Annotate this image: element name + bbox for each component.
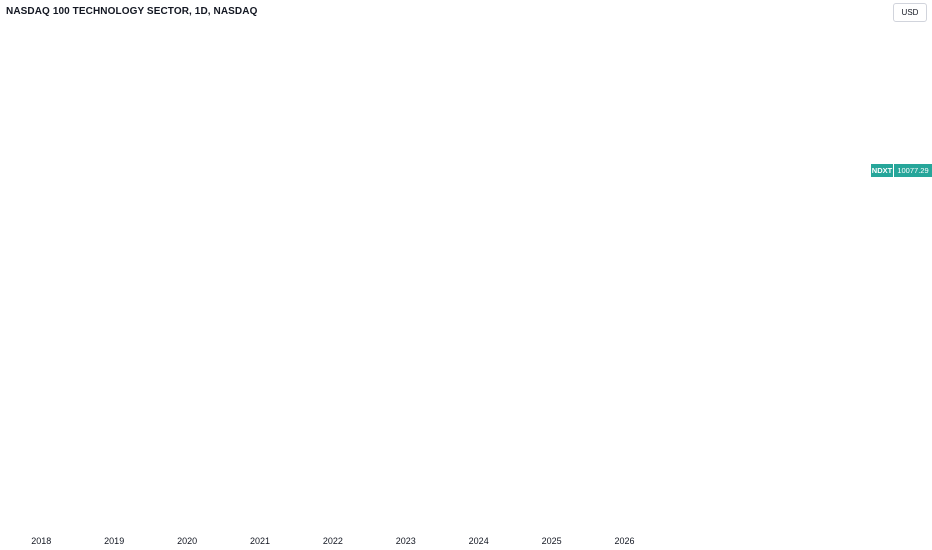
time-tick-label: 2025 [542, 536, 562, 546]
symbol-badge: NDXT [871, 164, 893, 177]
time-tick-label: 2021 [250, 536, 270, 546]
time-tick-label: 2019 [104, 536, 124, 546]
last-price-badge: 10077.29 [894, 164, 932, 177]
time-tick-label: 2026 [614, 536, 634, 546]
chart-title: NASDAQ 100 TECHNOLOGY SECTOR, 1D, NASDAQ [6, 6, 258, 17]
time-tick-label: 2020 [177, 536, 197, 546]
time-axis[interactable]: 2018 2019 2020 2021 2022 2023 2024 2025 2026 [31, 536, 634, 546]
time-tick-label: 2024 [469, 536, 489, 546]
time-tick-label: 2023 [396, 536, 416, 546]
time-tick-label: 2022 [323, 536, 343, 546]
currency-button[interactable]: USD [893, 3, 927, 22]
time-tick-label: 2018 [31, 536, 51, 546]
